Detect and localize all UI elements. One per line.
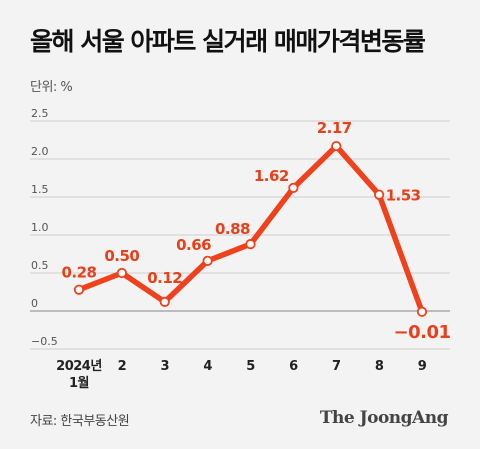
series-line xyxy=(76,143,425,315)
series-line-path xyxy=(76,143,425,315)
chart-title: 올해 서울 아파트 실거래 매매가격변동률 xyxy=(30,27,426,56)
data-label: 0.88 xyxy=(215,220,250,238)
source-note: 자료: 한국부동산원 xyxy=(30,414,130,429)
unit-label: 단위: % xyxy=(30,80,73,95)
y-tick-label: 0 xyxy=(31,297,38,310)
y-tick-label: 2.5 xyxy=(31,107,49,120)
x-axis-ticks: 2024년 1월 2 3 4 5 6 7 8 9 xyxy=(56,359,427,391)
y-tick-label: 0.5 xyxy=(31,259,49,272)
y-tick-label: 1.0 xyxy=(31,221,49,234)
y-axis-ticks: −0.5 0 0.5 1.0 1.5 2.0 2.5 xyxy=(31,107,58,348)
x-tick-label: 4 xyxy=(203,359,212,374)
y-tick-label: −0.5 xyxy=(31,335,58,348)
x-tick-label: 5 xyxy=(246,359,255,374)
data-label: 1.62 xyxy=(254,167,289,185)
x-tick-label: 2 xyxy=(118,359,127,374)
y-tick-label: 1.5 xyxy=(31,183,49,196)
x-tick-label: 3 xyxy=(160,359,169,374)
data-labels: 0.28 0.50 0.12 0.660.88 1.62 2.17 1.53 −0.01 xyxy=(61,119,451,343)
data-point xyxy=(288,182,299,193)
data-point xyxy=(331,140,342,152)
data-point xyxy=(116,267,127,279)
x-tick-label: 6 xyxy=(289,359,298,374)
y-tick-label: 2.0 xyxy=(31,145,49,158)
data-point xyxy=(374,189,385,200)
data-label: 0.66 xyxy=(176,236,211,254)
x-tick-label: 7 xyxy=(332,359,341,374)
x-tick-label: 8 xyxy=(375,359,384,374)
data-point xyxy=(202,255,213,266)
grid-lines xyxy=(30,120,450,350)
data-point xyxy=(73,284,85,295)
brand-logo: The JoongAng xyxy=(319,408,449,428)
data-point xyxy=(416,306,428,317)
data-points xyxy=(73,140,428,317)
data-label: 0.50 xyxy=(104,247,139,265)
data-point xyxy=(159,296,170,307)
x-tick-label: 2024년 1월 xyxy=(56,359,102,391)
data-label: 2.17 xyxy=(317,119,352,137)
data-label: 0.28 xyxy=(61,264,96,282)
data-label: 0.12 xyxy=(147,269,182,287)
data-label: 1.53 xyxy=(386,187,421,205)
data-label: −0.01 xyxy=(394,322,451,343)
data-point xyxy=(245,239,256,250)
x-tick-label: 9 xyxy=(418,359,427,374)
